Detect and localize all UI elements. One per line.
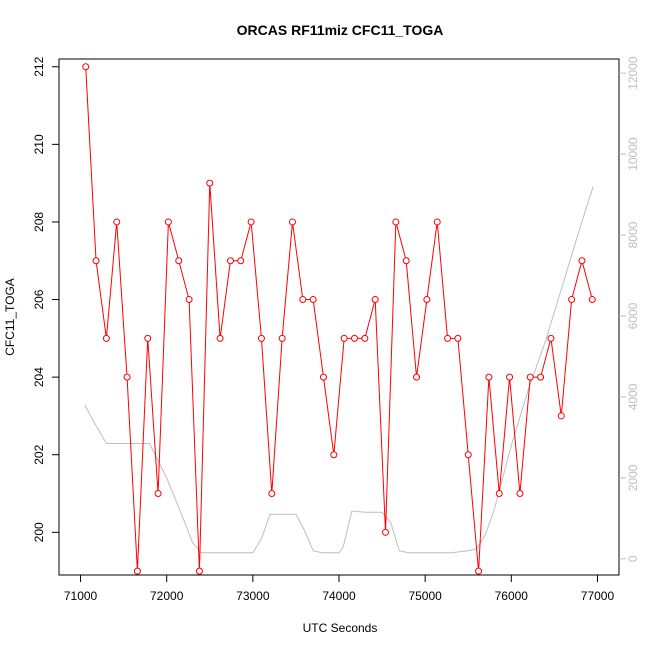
data-point	[226, 257, 234, 265]
data-point	[185, 296, 193, 304]
data-point	[144, 334, 152, 342]
data-point	[361, 334, 369, 342]
y-axis-label: CFC11_TOGA	[3, 278, 17, 356]
y2-tick-label: 4000	[626, 383, 640, 410]
x-tick-label: 74000	[322, 589, 356, 603]
data-point	[123, 373, 131, 381]
data-point	[485, 373, 493, 381]
data-point	[206, 179, 214, 187]
data-point	[568, 296, 576, 304]
data-point	[309, 296, 317, 304]
x-tick-label: 77000	[581, 589, 615, 603]
data-point	[526, 373, 534, 381]
data-point	[288, 218, 296, 226]
x-tick-label: 73000	[236, 589, 270, 603]
y2-tick-label: 10000	[626, 137, 640, 171]
y-tick-label: 206	[32, 289, 46, 309]
data-point	[402, 257, 410, 265]
data-point	[164, 218, 172, 226]
data-point	[247, 218, 255, 226]
data-point	[371, 296, 379, 304]
data-point	[195, 567, 203, 575]
data-point	[237, 257, 245, 265]
x-tick-label: 71000	[64, 589, 98, 603]
chart-title: ORCAS RF11miz CFC11_TOGA	[237, 22, 444, 38]
data-point	[506, 373, 514, 381]
data-point	[444, 334, 452, 342]
data-point	[113, 218, 121, 226]
data-point	[268, 490, 276, 498]
data-point	[423, 296, 431, 304]
data-point	[216, 334, 224, 342]
data-point	[278, 334, 286, 342]
data-point	[299, 296, 307, 304]
data-point	[92, 257, 100, 265]
data-point	[413, 373, 421, 381]
x-tick-label: 76000	[495, 589, 529, 603]
data-point	[578, 257, 586, 265]
y-tick-label: 202	[32, 444, 46, 464]
altitude-line	[84, 186, 594, 554]
data-point	[464, 451, 472, 459]
data-point	[433, 218, 441, 226]
plot-frame	[58, 58, 620, 576]
data-point	[257, 334, 265, 342]
y-tick-label: 210	[32, 134, 46, 154]
y-tick-label: 208	[32, 212, 46, 232]
data-point	[588, 296, 596, 304]
y-tick-label: 204	[32, 367, 46, 387]
data-point	[154, 490, 162, 498]
y2-tick-label: 0	[626, 555, 640, 562]
data-point	[454, 334, 462, 342]
x-tick-label: 72000	[150, 589, 184, 603]
data-point	[102, 334, 110, 342]
data-point	[382, 528, 390, 536]
data-point	[557, 412, 565, 420]
data-point	[516, 490, 524, 498]
x-axis: 71000 72000 73000 74000 75000 76000 77000	[64, 575, 615, 603]
y-tick-label: 200	[32, 522, 46, 542]
data-point	[537, 373, 545, 381]
data-point	[82, 63, 90, 71]
y-axis-right: 0 2000 4000 6000 8000 10000 12000	[619, 56, 640, 562]
x-axis-label: UTC Seconds	[303, 621, 378, 635]
cfc11-line	[85, 66, 593, 572]
y2-tick-label: 2000	[626, 464, 640, 491]
y-axis-left: 200 202 204 206 208 210 212	[32, 56, 59, 542]
data-point	[392, 218, 400, 226]
x-tick-label: 75000	[408, 589, 442, 603]
y2-tick-label: 12000	[626, 56, 640, 90]
y-tick-label: 212	[32, 56, 46, 76]
data-point	[495, 490, 503, 498]
data-point	[133, 567, 141, 575]
series-layer	[82, 63, 596, 575]
data-point	[330, 451, 338, 459]
data-point	[351, 334, 359, 342]
y2-tick-label: 8000	[626, 221, 640, 248]
data-point	[175, 257, 183, 265]
data-point	[319, 373, 327, 381]
data-point	[547, 334, 555, 342]
data-point	[340, 334, 348, 342]
y2-tick-label: 6000	[626, 302, 640, 329]
data-point	[475, 567, 483, 575]
